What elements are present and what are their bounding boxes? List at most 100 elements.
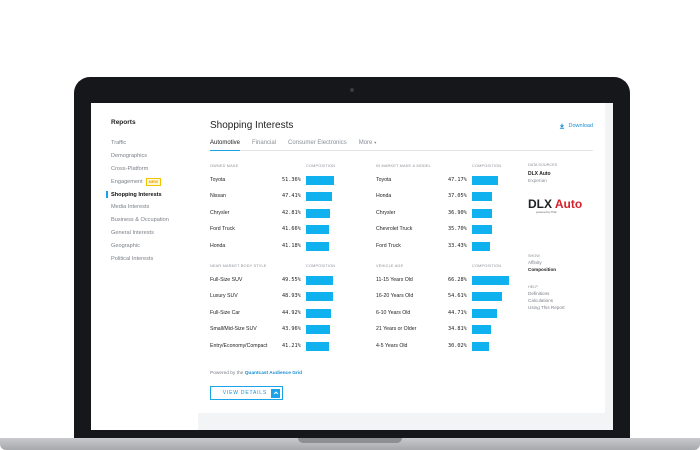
row-label: Nissan bbox=[210, 193, 226, 200]
sidebar-item-label: Geographic bbox=[111, 242, 140, 249]
composition-bar bbox=[306, 241, 329, 251]
sidebar-item-label: Business & Occupation bbox=[111, 217, 169, 224]
laptop-base bbox=[0, 438, 700, 450]
section-header: In Market Make & Model Composition bbox=[376, 164, 531, 172]
table-row: Chrysler 36.90% bbox=[376, 205, 531, 221]
row-percent: 44.71% bbox=[448, 309, 467, 316]
row-percent: 35.70% bbox=[448, 226, 467, 233]
audience-grid-link[interactable]: Quantcast Audience Grid bbox=[244, 371, 303, 376]
row-label: 4-5 Years Old bbox=[376, 342, 408, 349]
chevron-up-icon bbox=[271, 388, 280, 398]
row-percent: 33.43% bbox=[448, 242, 467, 249]
table-row: 4-5 Years Old 30.02% bbox=[376, 338, 531, 354]
calculations-link[interactable]: Calculations bbox=[528, 298, 554, 303]
chevron-down-icon: ▾ bbox=[374, 140, 377, 145]
row-label: Small/Mid-Size SUV bbox=[210, 326, 257, 333]
composition-bar bbox=[306, 176, 335, 185]
row-percent: 41.21% bbox=[282, 342, 301, 349]
sidebar-item-political-interests[interactable]: Political Interests bbox=[111, 252, 169, 265]
section-title: Near Market Body Style bbox=[210, 264, 267, 268]
table-row: 21 Years or Older 34.81% bbox=[376, 321, 531, 337]
show-affinity-option[interactable]: Affinity bbox=[528, 260, 542, 265]
sidebar-item-traffic[interactable]: Traffic bbox=[111, 137, 169, 150]
column-header: Composition bbox=[306, 164, 336, 168]
composition-bar bbox=[306, 308, 331, 318]
app-screen: Reports Traffic Demographics Cross-Platf… bbox=[91, 103, 613, 430]
category-tabs: Automotive Financial Consumer Electronic… bbox=[210, 139, 593, 151]
sidebar-item-cross-platform[interactable]: Cross-Platform bbox=[111, 163, 169, 176]
row-label: 6-10 Years Old bbox=[376, 309, 411, 316]
source-name: DLX Auto bbox=[528, 171, 551, 177]
logo-text-red: Auto bbox=[554, 197, 583, 211]
sidebar-item-general-interests[interactable]: General Interests bbox=[111, 227, 169, 240]
owned-make-rows: Toyota 51.36% Nissan 47.41% Chrysler 42.81% Fo… bbox=[210, 172, 365, 254]
table-row: Chrysler 42.81% bbox=[210, 205, 365, 221]
section-title: Owned Make bbox=[210, 164, 239, 168]
sidebar-item-geographic[interactable]: Geographic bbox=[111, 239, 169, 252]
sidebar-item-label: Engagement bbox=[111, 178, 143, 185]
camera-dot bbox=[350, 88, 354, 92]
composition-bar bbox=[472, 292, 502, 302]
sidebar-item-label: Shopping Interests bbox=[111, 191, 162, 198]
tab-consumer-electronics[interactable]: Consumer Electronics bbox=[288, 140, 347, 146]
sidebar-item-demographics[interactable]: Demographics bbox=[111, 150, 169, 163]
show-heading: Show bbox=[528, 254, 540, 258]
tab-financial[interactable]: Financial bbox=[252, 140, 277, 146]
row-label: Chrysler bbox=[210, 209, 230, 216]
sidebar-list: Traffic Demographics Cross-Platform Enga… bbox=[106, 137, 169, 265]
in-market-rows: Toyota 47.17% Honda 37.05% Chrysler 36.90% Che… bbox=[376, 172, 531, 254]
row-percent: 49.55% bbox=[282, 277, 301, 283]
sidebar-item-media-interests[interactable]: Media Interests bbox=[111, 201, 169, 214]
section-title: In Market Make & Model bbox=[376, 164, 431, 168]
sidebar-item-label: Media Interests bbox=[111, 204, 150, 211]
view-details-button[interactable]: VIEW DETAILS bbox=[210, 386, 283, 400]
section-header: Owned Make Composition bbox=[210, 164, 365, 172]
dlx-auto-logo: DLX Auto powered by Polk bbox=[528, 198, 584, 218]
sidebar-item-shopping-interests[interactable]: Shopping Interests bbox=[106, 188, 169, 201]
definitions-link[interactable]: Definitions bbox=[528, 291, 550, 296]
tab-more[interactable]: More ▾ bbox=[359, 139, 377, 151]
row-percent: 42.81% bbox=[282, 209, 301, 216]
table-row: Small/Mid-Size SUV 43.96% bbox=[210, 321, 365, 337]
row-label: 21 Years or Older bbox=[376, 326, 417, 333]
powered-prefix: Powered by the bbox=[210, 371, 244, 376]
in-market-section: In Market Make & Model Composition Toyot… bbox=[376, 164, 531, 254]
row-label: Honda bbox=[210, 242, 226, 249]
composition-bar bbox=[306, 225, 329, 235]
tab-automotive[interactable]: Automotive bbox=[210, 139, 241, 151]
row-percent: 48.93% bbox=[282, 293, 301, 300]
row-label: 11-15 Years Old bbox=[376, 277, 413, 283]
composition-bar bbox=[306, 276, 334, 285]
vehicle-age-section: Vehicle Age Composition 11-15 Years Old 6… bbox=[376, 264, 531, 354]
table-row: 16-20 Years Old 54.61% bbox=[376, 288, 531, 304]
reports-sidebar: Reports Traffic Demographics Cross-Platf… bbox=[91, 103, 198, 430]
sidebar-item-label: Traffic bbox=[111, 140, 127, 147]
download-button[interactable]: Download bbox=[559, 123, 593, 129]
row-percent: 51.36% bbox=[282, 177, 301, 183]
table-row: Luxury SUV 48.93% bbox=[210, 288, 365, 304]
vehicle-age-rows: 11-15 Years Old 66.28% 16-20 Years Old 54.6… bbox=[376, 272, 531, 354]
side-info-panel: Data Sources DLX Auto Experian DLX Auto … bbox=[528, 163, 598, 310]
row-label: Toyota bbox=[376, 177, 392, 183]
download-icon bbox=[559, 123, 564, 129]
composition-bar bbox=[306, 325, 331, 335]
row-percent: 30.02% bbox=[448, 342, 467, 349]
body-style-rows: Full-Size SUV 49.55% Luxury SUV 48.93% Full-… bbox=[210, 272, 365, 354]
sidebar-item-label: Demographics bbox=[111, 153, 148, 160]
row-label: Chrysler bbox=[376, 209, 396, 216]
owned-make-section: Owned Make Composition Toyota 51.36% Nissa… bbox=[210, 164, 365, 254]
show-composition-option[interactable]: Composition bbox=[528, 267, 557, 272]
row-percent: 66.28% bbox=[448, 277, 467, 283]
column-header: Composition bbox=[472, 164, 502, 168]
row-percent: 44.92% bbox=[282, 309, 301, 316]
help-links: Help Definitions Calculations Using This… bbox=[528, 285, 565, 310]
data-sources-heading: Data Sources bbox=[528, 163, 558, 167]
sidebar-item-engagement[interactable]: Engagement NEW bbox=[111, 175, 169, 188]
table-row: 6-10 Years Old 44.71% bbox=[376, 305, 531, 321]
sidebar-item-business-occupation[interactable]: Business & Occupation bbox=[111, 214, 169, 227]
new-badge: NEW bbox=[145, 177, 162, 186]
logo-subtitle: powered by Polk bbox=[536, 210, 557, 214]
using-this-report-link[interactable]: Using This Report bbox=[528, 305, 565, 310]
row-percent: 41.18% bbox=[282, 242, 301, 249]
